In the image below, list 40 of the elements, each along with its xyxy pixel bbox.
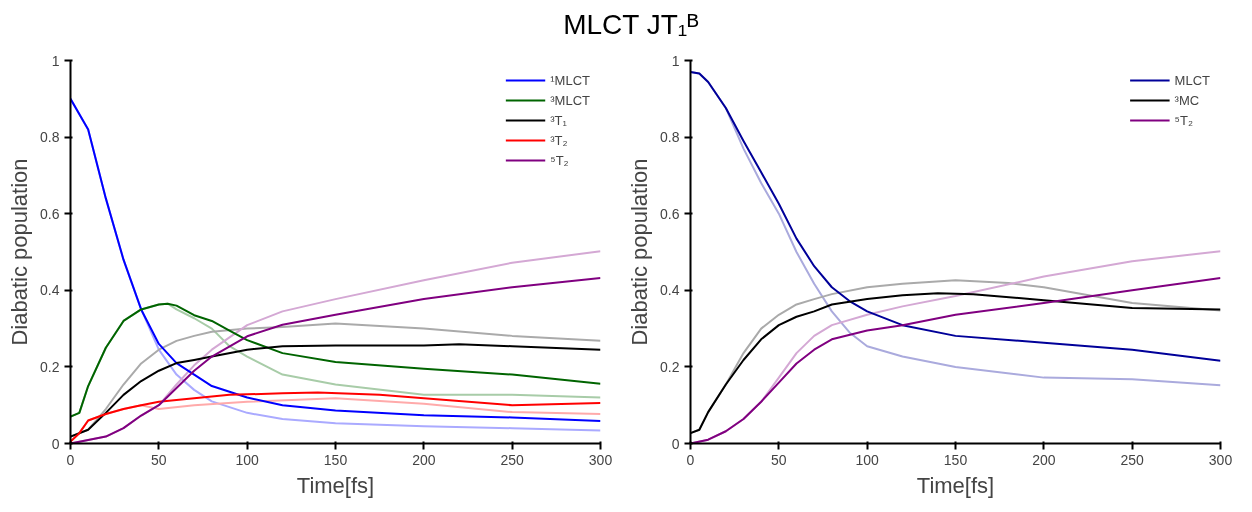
y-tick-label: 1 [671, 52, 680, 69]
x-tick-label: 200 [412, 451, 436, 468]
x-tick-label: 50 [771, 451, 787, 468]
x-tick-label: 100 [855, 451, 880, 468]
legend-label: ³MC [1174, 92, 1200, 108]
x-tick-label: 50 [151, 451, 167, 468]
x-tick-label: 250 [1120, 451, 1145, 468]
chart-title: MLCT JT₁ᴮ [563, 8, 699, 42]
legend-label: ⁵T₂ [1174, 112, 1194, 128]
y-tick-label: 0 [671, 435, 680, 452]
y-tick-label: 0.2 [40, 358, 60, 375]
legend-label: ³MLCT [550, 92, 590, 108]
x-tick-label: 300 [588, 451, 613, 468]
x-tick-label: 300 [1208, 451, 1233, 468]
legend-label: ³T₂ [550, 132, 569, 148]
legend-label: ⁵T₂ [550, 152, 570, 168]
legend-label: ³T₁ [550, 112, 568, 128]
y-tick-label: 0.6 [40, 205, 60, 222]
legend-label: ¹MLCT [550, 72, 590, 88]
line-series [70, 302, 601, 418]
y-tick-label: 0.8 [660, 129, 680, 146]
x-tick-label: 0 [66, 451, 75, 468]
y-tick-label: 0.4 [660, 282, 680, 299]
x-tick-label: 150 [323, 451, 348, 468]
y-tick-label: 0 [51, 435, 60, 452]
x-axis-title: Time[fs] [916, 472, 995, 498]
y-tick-label: 0.4 [40, 282, 60, 299]
legend-label: MLCT [1174, 72, 1210, 88]
x-tick-label: 250 [500, 451, 525, 468]
x-tick-label: 0 [686, 451, 695, 468]
y-axis-title: Diabatic population [627, 158, 653, 346]
x-tick-label: 100 [235, 451, 260, 468]
y-axis-title: Diabatic population [7, 158, 33, 346]
y-tick-label: 0.2 [660, 358, 680, 375]
y-tick-label: 0.8 [40, 129, 60, 146]
x-tick-label: 200 [1032, 451, 1056, 468]
x-tick-label: 150 [943, 451, 968, 468]
x-axis-title: Time[fs] [296, 472, 375, 498]
y-tick-label: 1 [51, 52, 60, 69]
y-tick-label: 0.6 [660, 205, 680, 222]
